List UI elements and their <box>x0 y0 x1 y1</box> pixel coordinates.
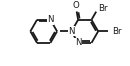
Text: N: N <box>68 27 75 36</box>
Text: Br: Br <box>112 27 121 36</box>
Text: N: N <box>47 15 54 24</box>
Text: Br: Br <box>99 4 108 13</box>
Text: N: N <box>75 38 81 47</box>
Text: O: O <box>73 1 79 10</box>
